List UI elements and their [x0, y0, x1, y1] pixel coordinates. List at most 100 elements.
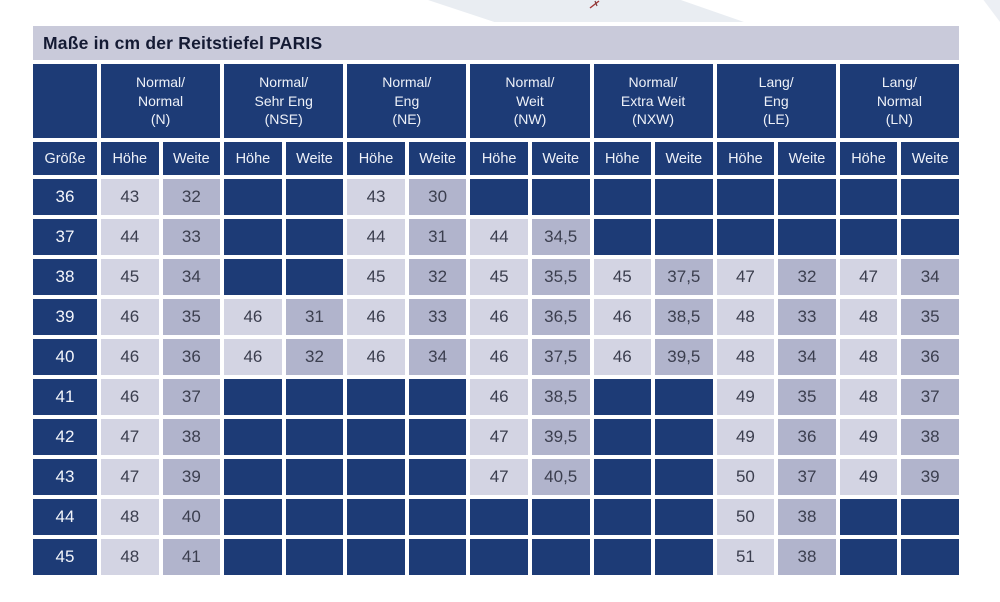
empty-cell [839, 219, 898, 255]
hohe-value-cell: 47 [716, 259, 775, 295]
size-column-header: Größe [33, 142, 97, 175]
group-header-n: Normal/ Normal (N) [101, 64, 221, 138]
hohe-value-cell: 49 [716, 419, 775, 455]
hohe-column-header: Höhe [224, 142, 282, 175]
weite-column-header: Weite [162, 142, 221, 175]
empty-cell [285, 259, 344, 295]
empty-cell [593, 179, 652, 215]
empty-cell [408, 379, 467, 415]
weite-value-cell: 38,5 [531, 379, 590, 415]
hohe-value-cell: 47 [470, 459, 528, 495]
hohe-value-cell: 48 [839, 339, 898, 375]
hohe-value-cell: 48 [839, 379, 898, 415]
empty-cell [408, 539, 467, 575]
empty-cell [655, 179, 713, 215]
weite-value-cell: 41 [162, 539, 221, 575]
hohe-value-cell: 47 [839, 259, 898, 295]
weite-value-cell: 40 [162, 499, 221, 535]
hohe-value-cell: 49 [716, 379, 775, 415]
empty-cell [224, 379, 282, 415]
group-code: (NW) [513, 111, 547, 128]
hohe-column-header: Höhe [470, 142, 528, 175]
empty-cell [408, 459, 467, 495]
table-row: 37 44 33 44 31 44 34,5 [33, 219, 959, 255]
hohe-value-cell: 46 [347, 299, 405, 335]
empty-cell [285, 379, 344, 415]
corner-cell [33, 64, 97, 138]
decorative-corner [983, 0, 1000, 22]
empty-cell [408, 419, 467, 455]
empty-cell [901, 219, 959, 255]
empty-cell [655, 219, 713, 255]
table-row: 44 48 40 50 38 [33, 499, 959, 535]
hohe-value-cell: 47 [101, 419, 159, 455]
weite-value-cell: 38 [162, 419, 221, 455]
weite-value-cell: 33 [778, 299, 836, 335]
weite-value-cell: 37 [162, 379, 221, 415]
empty-cell [347, 539, 405, 575]
weite-value-cell: 36 [162, 339, 221, 375]
weite-column-header: Weite [778, 142, 836, 175]
empty-cell [593, 379, 652, 415]
group-line: Eng [394, 92, 420, 109]
empty-cell [531, 539, 590, 575]
group-line: Lang/ [881, 73, 917, 90]
empty-cell [778, 179, 836, 215]
decorative-banner [428, 0, 744, 22]
weite-value-cell: 34 [162, 259, 221, 295]
hohe-value-cell: 48 [716, 299, 775, 335]
empty-cell [224, 539, 282, 575]
empty-cell [655, 459, 713, 495]
hohe-value-cell: 46 [101, 379, 159, 415]
empty-cell [470, 539, 528, 575]
hohe-value-cell: 49 [839, 459, 898, 495]
hohe-value-cell: 46 [347, 339, 405, 375]
size-cell: 36 [33, 179, 97, 215]
hohe-value-cell: 46 [470, 299, 528, 335]
hohe-value-cell: 51 [716, 539, 775, 575]
empty-cell [531, 179, 590, 215]
weite-value-cell: 34 [901, 259, 959, 295]
hohe-value-cell: 46 [101, 299, 159, 335]
weite-column-header: Weite [655, 142, 713, 175]
group-line: Eng [763, 92, 789, 109]
empty-cell [347, 379, 405, 415]
group-header-nw: Normal/ Weit (NW) [470, 64, 590, 138]
group-line: Lang/ [758, 73, 794, 90]
empty-cell [716, 179, 775, 215]
weite-value-cell: 39,5 [655, 339, 713, 375]
table-row: 43 47 39 47 40,5 50 37 49 39 [33, 459, 959, 495]
group-line: Normal/ [628, 73, 678, 90]
empty-cell [901, 539, 959, 575]
weite-value-cell: 33 [408, 299, 467, 335]
empty-cell [655, 499, 713, 535]
group-line: Normal [138, 92, 184, 109]
weite-column-header: Weite [531, 142, 590, 175]
empty-cell [224, 499, 282, 535]
weite-value-cell: 39,5 [531, 419, 590, 455]
group-line: Normal [876, 92, 922, 109]
group-header-ne: Normal/ Eng (NE) [347, 64, 467, 138]
empty-cell [839, 179, 898, 215]
hohe-value-cell: 45 [593, 259, 652, 295]
size-cell: 42 [33, 419, 97, 455]
weite-column-header: Weite [408, 142, 467, 175]
hohe-value-cell: 48 [716, 339, 775, 375]
size-cell: 41 [33, 379, 97, 415]
empty-cell [285, 419, 344, 455]
empty-cell [224, 259, 282, 295]
group-code: (LN) [885, 111, 913, 128]
empty-cell [593, 419, 652, 455]
hohe-value-cell: 47 [470, 419, 528, 455]
weite-value-cell: 37 [778, 459, 836, 495]
weite-value-cell: 33 [162, 219, 221, 255]
red-plane-icon [589, 0, 600, 9]
weite-value-cell: 39 [162, 459, 221, 495]
weite-value-cell: 38 [778, 539, 836, 575]
table-row: 39 46 35 46 31 46 33 46 36,5 46 38,5 48 33 48 35 [33, 299, 959, 335]
empty-cell [347, 419, 405, 455]
size-cell: 44 [33, 499, 97, 535]
weite-column-header: Weite [901, 142, 959, 175]
weite-value-cell: 34 [778, 339, 836, 375]
table-row: 38 45 34 45 32 45 35,5 45 37,5 47 32 47 34 [33, 259, 959, 295]
